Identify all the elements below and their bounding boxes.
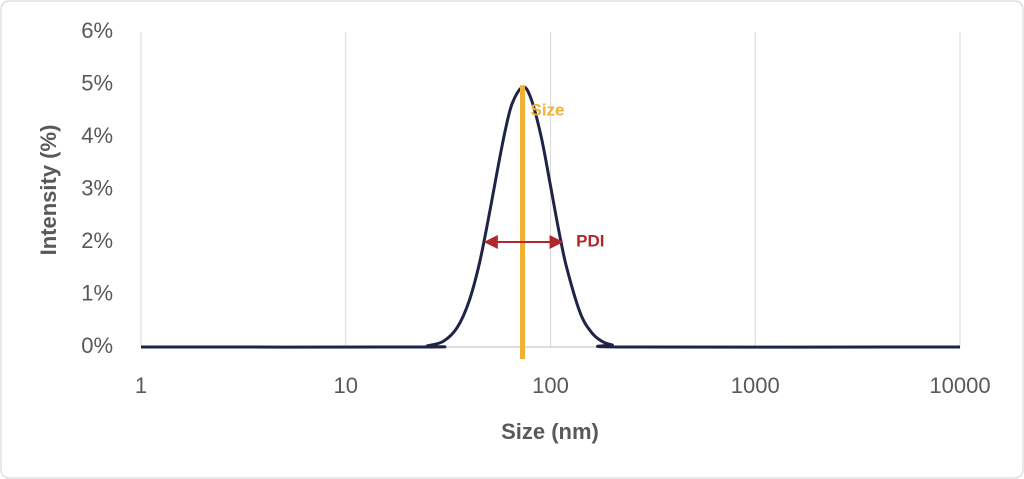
x-tick-label: 1 bbox=[135, 373, 147, 398]
y-axis-title: Intensity (%) bbox=[36, 125, 61, 256]
y-tick-label: 3% bbox=[81, 175, 113, 200]
y-tick-label: 0% bbox=[81, 333, 113, 358]
y-tick-label: 2% bbox=[81, 228, 113, 253]
x-tick-label: 100 bbox=[532, 373, 569, 398]
x-axis-title: Size (nm) bbox=[501, 419, 599, 444]
x-tick-label: 1000 bbox=[731, 373, 780, 398]
x-tick-label: 10000 bbox=[929, 373, 990, 398]
x-tick-label: 10 bbox=[334, 373, 358, 398]
y-tick-label: 1% bbox=[81, 280, 113, 305]
size-label: Size bbox=[531, 101, 565, 120]
y-tick-label: 4% bbox=[81, 123, 113, 148]
pdi-label: PDI bbox=[576, 231, 604, 250]
y-tick-label: 6% bbox=[81, 18, 113, 43]
y-tick-label: 5% bbox=[81, 70, 113, 95]
